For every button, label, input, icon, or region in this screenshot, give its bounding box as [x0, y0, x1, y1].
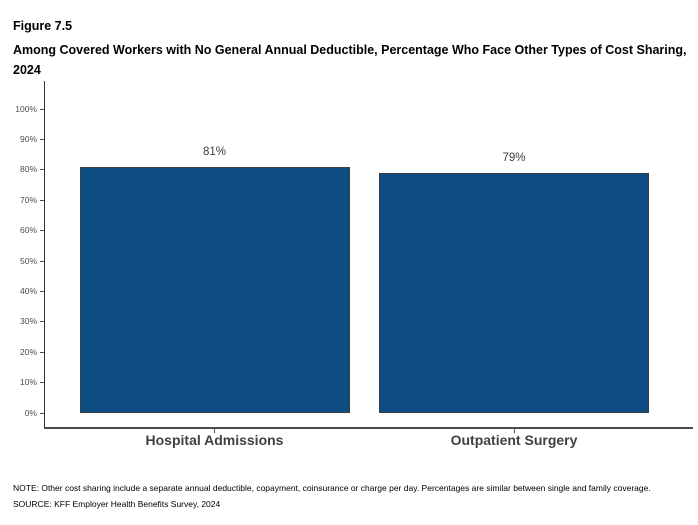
y-axis-tick	[39, 290, 44, 292]
figure-title: Among Covered Workers with No General An…	[13, 43, 687, 77]
figure-footer: NOTE: Other cost sharing include a separ…	[13, 481, 693, 512]
figure-label: Figure 7.5	[13, 19, 73, 33]
y-axis-tick-label: 50%	[19, 255, 37, 266]
bar-value-label: 79%	[502, 151, 526, 164]
y-axis-tick	[39, 382, 44, 384]
x-axis-tick	[214, 429, 215, 433]
bar	[79, 166, 350, 413]
y-axis-tick-label: 90%	[19, 133, 37, 144]
y-axis-tick-label: 100%	[15, 103, 37, 114]
y-axis-tick	[39, 199, 44, 201]
x-axis-line	[43, 427, 693, 429]
x-axis-tick	[513, 429, 515, 433]
y-axis-line	[43, 81, 46, 429]
y-axis-tick	[39, 169, 44, 171]
y-axis-tick	[39, 230, 44, 232]
y-axis-tick-label: 30%	[19, 316, 37, 327]
y-axis-tick	[39, 260, 44, 262]
y-axis-tick-label: 0%	[24, 407, 37, 418]
note-text: NOTE: Other cost sharing include a separ…	[13, 483, 651, 493]
y-axis-tick	[39, 138, 44, 140]
x-axis-category-label: Outpatient Surgery	[450, 432, 578, 448]
y-axis-tick	[39, 351, 44, 353]
source-text: SOURCE: KFF Employer Health Benefits Sur…	[13, 499, 221, 509]
y-axis-tick-label: 20%	[19, 346, 37, 357]
y-axis-tick-label: 70%	[19, 194, 37, 205]
y-axis-tick-label: 60%	[19, 225, 37, 236]
y-axis-tick-label: 40%	[19, 285, 37, 296]
bar	[379, 172, 649, 413]
bar-value-label: 81%	[202, 145, 227, 158]
y-axis-tick-label: 80%	[19, 164, 37, 175]
figure-header: Figure 7.5 Among Covered Workers with No…	[13, 19, 689, 80]
y-axis-tick	[39, 412, 44, 414]
y-axis-tick-label: 10%	[19, 377, 37, 388]
x-axis-category-label: Hospital Admissions	[145, 432, 284, 448]
y-axis-tick	[39, 321, 44, 323]
y-axis-tick	[39, 108, 44, 110]
